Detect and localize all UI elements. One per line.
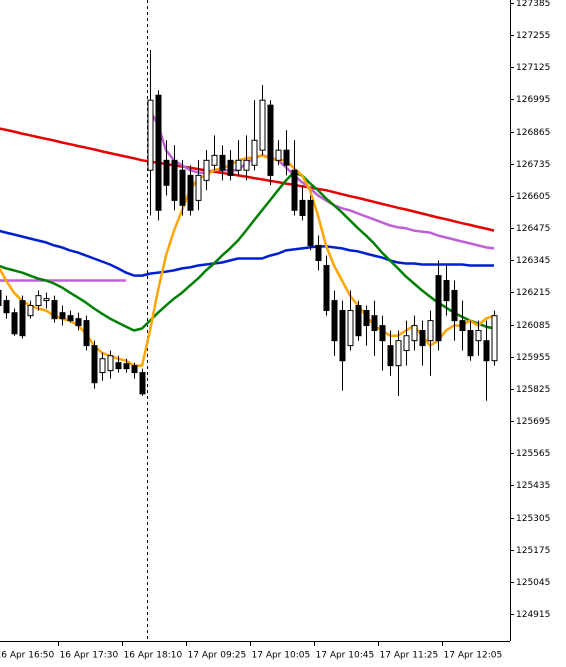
candle-body — [195, 174, 202, 201]
candle-body — [355, 305, 362, 337]
candle-body — [59, 312, 66, 320]
candle-body — [299, 199, 306, 216]
candle-body — [11, 312, 18, 335]
candle-body — [347, 309, 354, 347]
candle-body — [435, 275, 442, 342]
candle-body — [107, 355, 114, 372]
line — [0, 171, 495, 332]
candle-body — [387, 345, 394, 367]
candle-body — [379, 325, 386, 342]
candle-body — [419, 330, 426, 347]
candle-body — [123, 363, 130, 370]
candle-body — [307, 199, 314, 246]
x-tick-label: 16 Apr 17:30 — [60, 651, 119, 661]
candle-body — [219, 154, 226, 171]
candle-body — [243, 159, 250, 171]
candle-body — [395, 340, 402, 367]
y-tick-label: 125695 — [516, 417, 550, 427]
y-tick-label: 127385 — [516, 0, 550, 9]
y-tick-label: 125955 — [516, 353, 550, 363]
y-tick-label: 125825 — [516, 385, 550, 395]
candle-body — [411, 325, 418, 342]
candle-body — [259, 99, 266, 151]
candle-body — [163, 159, 170, 186]
y-tick-label: 124915 — [516, 610, 550, 620]
y-tick-label: 125305 — [516, 514, 550, 524]
candle-body — [339, 309, 346, 362]
candle-body — [83, 320, 90, 347]
candle-body — [267, 104, 274, 176]
candle-body — [171, 159, 178, 201]
candle-body — [91, 345, 98, 384]
y-tick-label: 125435 — [516, 481, 550, 491]
candle-body — [139, 372, 146, 395]
candle-body — [427, 320, 434, 342]
x-tick-label: 17 Apr 10:45 — [316, 651, 375, 661]
candle-body — [467, 330, 474, 357]
candle-body — [323, 264, 330, 311]
candle-body — [403, 335, 410, 352]
y-tick-label: 126215 — [516, 288, 550, 298]
candle-body — [19, 300, 26, 337]
candle-body — [331, 300, 338, 342]
candle-body — [155, 94, 162, 211]
x-tick-label: 16 Apr 16:50 — [0, 651, 54, 661]
candle-body — [491, 315, 498, 362]
line — [0, 229, 494, 277]
candle-body — [147, 99, 154, 171]
y-tick-label: 126865 — [516, 128, 550, 138]
candle-body — [131, 365, 138, 374]
candle-body — [251, 139, 258, 166]
candle-body — [35, 295, 42, 307]
candle-body — [443, 280, 450, 302]
candle-body — [483, 340, 490, 362]
y-tick-label: 125045 — [516, 578, 550, 588]
y-tick-label: 125565 — [516, 449, 550, 459]
y-tick-label: 126735 — [516, 160, 550, 170]
plot-area — [0, 0, 498, 641]
candle-body — [0, 289, 2, 307]
y-tick-label: 127255 — [516, 31, 550, 41]
candle-body — [203, 159, 210, 181]
x-tick-label: 17 Apr 12:05 — [444, 651, 503, 661]
y-tick-label: 126345 — [516, 256, 550, 266]
candle-body — [235, 159, 242, 171]
candle-body — [27, 305, 34, 317]
candle-body — [315, 244, 322, 262]
candle-body — [99, 358, 106, 374]
candle-body — [451, 289, 458, 322]
candle-body — [211, 154, 218, 166]
y-tick-label: 125175 — [516, 546, 550, 556]
candle-body — [43, 298, 50, 302]
y-tick-label: 126475 — [516, 224, 550, 234]
y-tick-label: 127125 — [516, 63, 550, 73]
candle-body — [275, 149, 282, 161]
candle-body — [179, 169, 186, 206]
candle-body — [75, 318, 82, 327]
candle-body — [115, 362, 122, 370]
candle-body — [475, 330, 482, 342]
candle-body — [363, 309, 370, 327]
candle-body — [291, 169, 298, 211]
candle-body — [67, 315, 74, 322]
candle-body — [283, 149, 290, 166]
candle-body — [187, 174, 194, 211]
candle-body — [3, 300, 10, 314]
candle-body — [459, 320, 466, 332]
x-tick-label: 17 Apr 09:25 — [188, 651, 247, 661]
x-tick-label: 17 Apr 11:25 — [380, 651, 439, 661]
x-tick-label: 17 Apr 10:05 — [252, 651, 311, 661]
candle-body — [371, 315, 378, 332]
y-tick-label: 126605 — [516, 192, 550, 202]
candle-body — [51, 300, 58, 320]
y-tick-label: 126085 — [516, 321, 550, 331]
x-tick-label: 16 Apr 18:10 — [124, 651, 183, 661]
y-tick-label: 126995 — [516, 95, 550, 105]
candle-body — [227, 159, 234, 176]
